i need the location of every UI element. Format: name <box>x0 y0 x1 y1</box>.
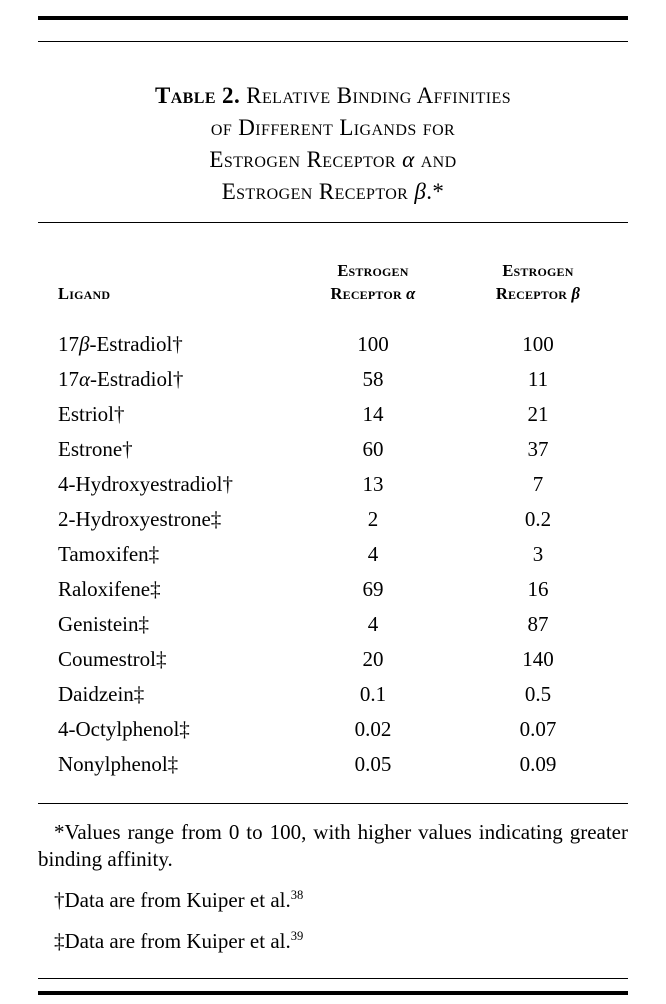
er-beta-value: 7 <box>532 472 544 496</box>
beta-symbol: β <box>571 284 581 303</box>
title-line-2: of Different Ligands for <box>38 112 628 144</box>
er-alpha-value: 100 <box>357 332 389 356</box>
col-header-er-beta-line-1: Estrogen <box>502 261 574 280</box>
ligand-cell: 4-Hydroxyestradiol† <box>58 472 233 496</box>
col-header-ligand: Ligand <box>58 284 111 303</box>
er-alpha-value: 2 <box>367 507 379 531</box>
title-divider-rule <box>38 222 628 223</box>
table-number: Table 2. <box>154 83 241 108</box>
table-row: Estriol† 14 21 <box>38 397 628 432</box>
ligand-cell: Genistein‡ <box>58 612 149 636</box>
ligand-cell: Raloxifene‡ <box>58 577 161 601</box>
er-alpha-value: 20 <box>362 647 384 671</box>
alpha-symbol: α <box>79 367 91 391</box>
er-alpha-value: 14 <box>362 402 384 426</box>
er-alpha-value: 4 <box>367 612 379 636</box>
er-beta-value: 87 <box>527 612 549 636</box>
ligand-cell: 4-Octylphenol‡ <box>58 717 190 741</box>
er-alpha-value: 58 <box>362 367 384 391</box>
title-text-4a: Estrogen Receptor <box>221 179 415 204</box>
table-row: 4-Octylphenol‡ 0.02 0.07 <box>38 712 628 747</box>
table-row: Coumestrol‡ 20 140 <box>38 642 628 677</box>
col-header-er-alpha-line-1: Estrogen <box>337 261 409 280</box>
footnotes: *Values range from 0 to 100, with higher… <box>38 819 628 955</box>
top-thin-rule <box>38 41 628 42</box>
ligand-cell: Estriol† <box>58 402 125 426</box>
er-alpha-value: 0.02 <box>354 717 392 741</box>
table-row: 2-Hydroxyestrone‡ 2 0.2 <box>38 502 628 537</box>
title-text-3a: Estrogen Receptor <box>209 147 403 172</box>
title-line-4: Estrogen Receptor β.* <box>38 176 628 208</box>
alpha-symbol: α <box>402 147 415 172</box>
footnote-asterisk: *Values range from 0 to 100, with higher… <box>38 819 628 873</box>
er-beta-value: 0.2 <box>524 507 552 531</box>
ligand-cell: Coumestrol‡ <box>58 647 167 671</box>
er-alpha-value: 60 <box>362 437 384 461</box>
er-alpha-value: 13 <box>362 472 384 496</box>
er-alpha-value: 0.05 <box>354 752 392 776</box>
col-header-er-alpha-line-2: Receptor α <box>288 282 458 305</box>
footnote-double-dagger: ‡Data are from Kuiper et al.39 <box>38 923 628 955</box>
top-thick-rule <box>38 16 628 20</box>
er-beta-value: 100 <box>522 332 554 356</box>
table-row: 4-Hydroxyestradiol† 13 7 <box>38 467 628 502</box>
ligand-cell: 17α-Estradiol† <box>58 367 184 391</box>
ligand-cell: 17β-Estradiol† <box>58 332 183 356</box>
ligand-cell: Tamoxifen‡ <box>58 542 160 566</box>
table-row: Tamoxifen‡ 4 3 <box>38 537 628 572</box>
er-alpha-value: 4 <box>367 542 379 566</box>
table-row: Raloxifene‡ 69 16 <box>38 572 628 607</box>
table-header-row: Ligand Estrogen Receptor α Estrogen Rece… <box>38 259 628 305</box>
title-line-3: Estrogen Receptor α and <box>38 144 628 176</box>
ligand-cell: Daidzein‡ <box>58 682 145 706</box>
reference-superscript: 39 <box>290 929 304 943</box>
table-row: 17β-Estradiol† 100 100 <box>38 327 628 362</box>
er-beta-value: 16 <box>527 577 549 601</box>
title-text-3b: and <box>414 147 457 172</box>
title-text-2: of Different Ligands for <box>210 115 456 140</box>
title-text-4b: .* <box>426 179 445 204</box>
footnote-text: ‡Data are from Kuiper et al. <box>54 929 291 953</box>
ligand-cell: Nonylphenol‡ <box>58 752 179 776</box>
table-row: Nonylphenol‡ 0.05 0.09 <box>38 747 628 782</box>
table-body: 17β-Estradiol† 100 100 17α-Estradiol† 58 11 Es… <box>38 327 628 782</box>
col-header-er-alpha: Estrogen Receptor α <box>288 259 458 305</box>
table-title: Table 2. Relative Binding Affinities of … <box>38 80 628 208</box>
col-header-er-beta: Estrogen Receptor β <box>458 259 618 305</box>
table-row: 17α-Estradiol† 58 11 <box>38 362 628 397</box>
er-beta-value: 0.5 <box>524 682 552 706</box>
table-row: Daidzein‡ 0.1 0.5 <box>38 677 628 712</box>
body-divider-rule <box>38 803 628 804</box>
footnote-text: *Values range from 0 to 100, with higher… <box>38 820 628 871</box>
bottom-thick-rule <box>38 991 628 995</box>
er-alpha-value: 0.1 <box>359 682 387 706</box>
title-line-1: Table 2. Relative Binding Affinities <box>38 80 628 112</box>
receptor-label: Receptor <box>495 284 572 303</box>
beta-symbol: β <box>414 179 427 204</box>
er-beta-value: 3 <box>532 542 544 566</box>
footnote-text: †Data are from Kuiper et al. <box>54 888 291 912</box>
er-beta-value: 11 <box>527 367 549 391</box>
ligand-cell: 2-Hydroxyestrone‡ <box>58 507 222 531</box>
bottom-thin-rule <box>38 978 628 979</box>
beta-symbol: β <box>79 332 90 356</box>
er-beta-value: 0.09 <box>519 752 557 776</box>
title-text-1: Relative Binding Affinities <box>240 83 511 108</box>
receptor-label: Receptor <box>330 284 407 303</box>
alpha-symbol: α <box>406 284 416 303</box>
table-row: Genistein‡ 4 87 <box>38 607 628 642</box>
col-header-er-beta-line-2: Receptor β <box>458 282 618 305</box>
er-beta-value: 140 <box>522 647 554 671</box>
er-alpha-value: 69 <box>362 577 384 601</box>
er-beta-value: 37 <box>527 437 549 461</box>
table-row: Estrone† 60 37 <box>38 432 628 467</box>
reference-superscript: 38 <box>290 888 304 902</box>
ligand-cell: Estrone† <box>58 437 133 461</box>
er-beta-value: 0.07 <box>519 717 557 741</box>
footnote-dagger: †Data are from Kuiper et al.38 <box>38 882 628 914</box>
er-beta-value: 21 <box>527 402 549 426</box>
